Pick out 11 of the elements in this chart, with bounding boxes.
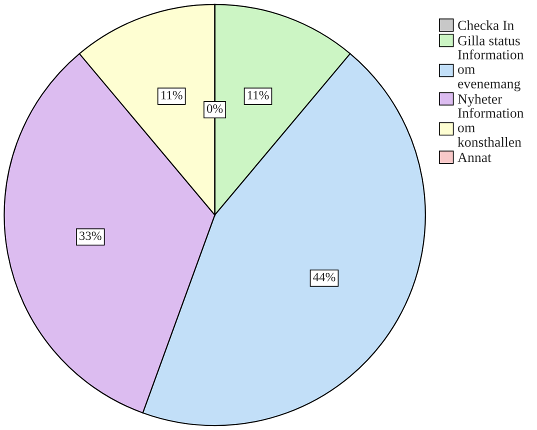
legend-label: Annat [458,152,492,162]
data-label: 44% [313,272,336,282]
data-label: 33% [80,232,102,240]
legend-label: Checka In [458,20,514,30]
legend-label: Information om evenemang [458,49,524,92]
legend-label: Gilla status [458,36,520,46]
text: 0% [206,104,223,113]
data-label: 11% [161,90,182,100]
data-label: 11% [248,90,269,100]
legend-label: Information om konsthallen [458,108,524,147]
legend-label: Nyheter [458,94,502,107]
